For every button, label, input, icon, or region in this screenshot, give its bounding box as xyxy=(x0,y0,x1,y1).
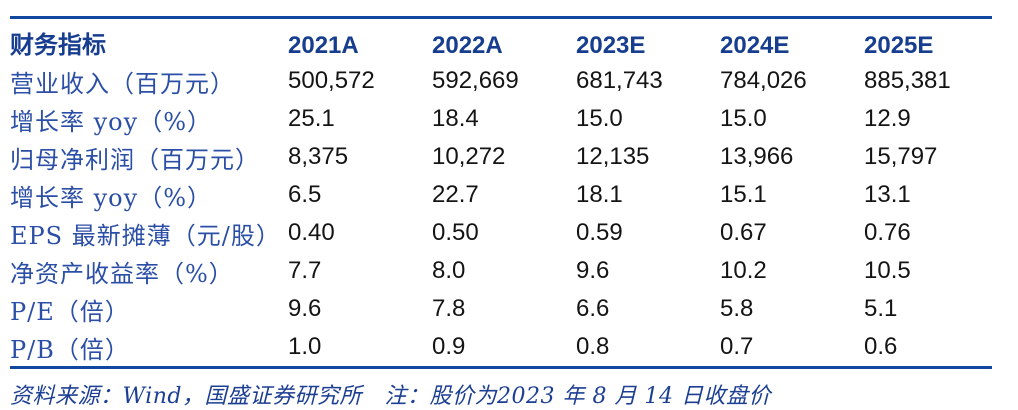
row-label: P/E（倍） xyxy=(10,297,130,326)
table-row-revenue: 营业收入（百万元） 500,572 592,669 681,743 784,02… xyxy=(10,62,992,100)
row-label: P/B（倍） xyxy=(10,335,130,364)
value-cell: 9.6 xyxy=(288,295,322,322)
column-header-year-2023e: 2023E xyxy=(576,32,646,59)
column-header-year-2025e: 2025E xyxy=(864,32,934,59)
table-row-net-profit: 归母净利润（百万元） 8,375 10,272 12,135 13,966 15… xyxy=(10,138,992,176)
value-cell: 7.7 xyxy=(288,257,322,284)
value-cell: 1.0 xyxy=(288,333,322,360)
value-cell: 0.59 xyxy=(576,219,623,246)
table-row-roe: 净资产收益率（%） 7.7 8.0 9.6 10.2 10.5 xyxy=(10,252,992,290)
column-header-year-2022a: 2022A xyxy=(432,32,503,59)
value-cell: 15.1 xyxy=(720,181,767,208)
value-cell: 15,797 xyxy=(864,143,938,170)
column-header-year-2024e: 2024E xyxy=(720,32,790,59)
value-cell: 5.8 xyxy=(720,295,754,322)
value-cell: 10,272 xyxy=(432,143,506,170)
table-row-pb: P/B（倍） 1.0 0.9 0.8 0.7 0.6 xyxy=(10,328,992,368)
value-cell: 13.1 xyxy=(864,181,911,208)
financial-metrics-table: 财务指标 2021A 2022A 2023E 2024E 2025E 营业收入（… xyxy=(10,16,992,369)
value-cell: 15.0 xyxy=(720,105,767,132)
table-row-eps: EPS 最新摊薄（元/股） 0.40 0.50 0.59 0.67 0.76 xyxy=(10,214,992,252)
value-cell: 500,572 xyxy=(288,67,375,94)
row-label: 增长率 yoy（%） xyxy=(10,107,212,136)
value-cell: 18.4 xyxy=(432,105,479,132)
value-cell: 6.5 xyxy=(288,181,322,208)
table-row-pe: P/E（倍） 9.6 7.8 6.6 5.8 5.1 xyxy=(10,290,992,328)
value-cell: 10.2 xyxy=(720,257,767,284)
value-cell: 8,375 xyxy=(288,143,349,170)
value-cell: 13,966 xyxy=(720,143,794,170)
value-cell: 12.9 xyxy=(864,105,911,132)
value-cell: 0.9 xyxy=(432,333,466,360)
value-cell: 0.8 xyxy=(576,333,610,360)
table-header-row: 财务指标 2021A 2022A 2023E 2024E 2025E xyxy=(10,18,992,63)
value-cell: 10.5 xyxy=(864,257,911,284)
row-label: 净资产收益率（%） xyxy=(10,259,234,288)
value-cell: 8.0 xyxy=(432,257,466,284)
value-cell: 18.1 xyxy=(576,181,623,208)
column-header-year-2021a: 2021A xyxy=(288,32,359,59)
row-label: 增长率 yoy（%） xyxy=(10,183,212,212)
source-note: 资料来源：Wind，国盛证券研究所 注：股价为2023 年 8 月 14 日收盘… xyxy=(10,384,771,409)
value-cell: 0.50 xyxy=(432,219,479,246)
value-cell: 5.1 xyxy=(864,295,898,322)
value-cell: 6.6 xyxy=(576,295,610,322)
value-cell: 25.1 xyxy=(288,105,335,132)
row-label: EPS 最新摊薄（元/股） xyxy=(10,221,281,250)
row-label: 营业收入（百万元） xyxy=(10,69,235,98)
value-cell: 681,743 xyxy=(576,67,663,94)
table-row-revenue-growth: 增长率 yoy（%） 25.1 18.4 15.0 15.0 12.9 xyxy=(10,100,992,138)
value-cell: 7.8 xyxy=(432,295,466,322)
table-row-profit-growth: 增长率 yoy（%） 6.5 22.7 18.1 15.1 13.1 xyxy=(10,176,992,214)
value-cell: 0.67 xyxy=(720,219,767,246)
value-cell: 12,135 xyxy=(576,143,650,170)
value-cell: 0.76 xyxy=(864,219,911,246)
value-cell: 592,669 xyxy=(432,67,519,94)
row-label: 归母净利润（百万元） xyxy=(10,145,260,174)
value-cell: 9.6 xyxy=(576,257,610,284)
value-cell: 0.40 xyxy=(288,219,335,246)
column-header-metric: 财务指标 xyxy=(10,32,106,59)
value-cell: 22.7 xyxy=(432,181,479,208)
value-cell: 15.0 xyxy=(576,105,623,132)
value-cell: 0.6 xyxy=(864,333,898,360)
value-cell: 784,026 xyxy=(720,67,807,94)
value-cell: 0.7 xyxy=(720,333,754,360)
value-cell: 885,381 xyxy=(864,67,951,94)
